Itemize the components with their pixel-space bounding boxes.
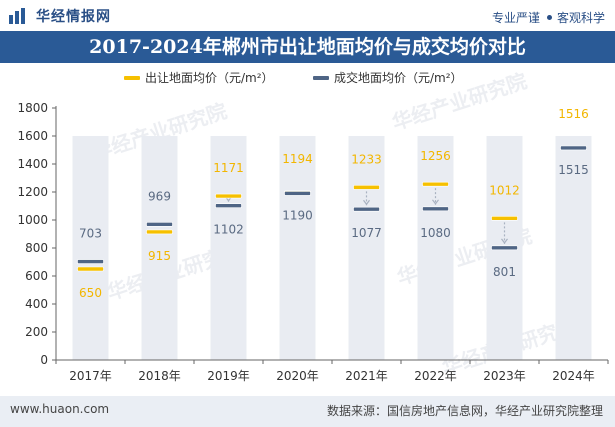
y-tick-label: 0: [40, 353, 48, 367]
marker-series-1[interactable]: [422, 181, 449, 187]
data-label-series-1: 1171: [213, 161, 244, 175]
column-bg: [348, 136, 385, 360]
x-tick-label: 2020年: [276, 369, 319, 383]
data-label-series-1: 1012: [489, 183, 520, 197]
y-tick-label: 1000: [17, 213, 48, 227]
legend-swatch-series-1: [124, 75, 140, 80]
watermark-1: 华经产业研究院: [389, 69, 530, 135]
y-tick-label: 1400: [17, 157, 48, 171]
legend-item-series-2[interactable]: 成交地面均价（元/m²）: [313, 69, 463, 86]
legend-item-series-1[interactable]: 出让地面均价（元/m²）: [124, 69, 274, 86]
footer-source: 数据来源：国信房地产信息网，华经产业研究院整理: [326, 404, 603, 418]
bar-chart-logo-icon: [9, 8, 25, 24]
y-tick-label: 800: [25, 241, 48, 255]
legend-label-series-2: 成交地面均价（元/m²）: [334, 71, 463, 85]
slogan: 专业严谨 客观科学: [492, 9, 605, 26]
y-tick-label: 600: [25, 269, 48, 283]
marker-series-2[interactable]: [215, 203, 242, 209]
column-bg: [210, 136, 247, 360]
marker-series-2[interactable]: [77, 259, 104, 264]
column-bg: [72, 136, 109, 360]
marker-series-1[interactable]: [491, 216, 518, 221]
footer: www.huaon.com 数据来源：国信房地产信息网，华经产业研究院整理: [0, 396, 615, 427]
data-label-series-2: 1077: [351, 226, 382, 240]
top-banner: 华经情报网 专业严谨 客观科学: [0, 0, 615, 31]
y-tick-label: 1600: [17, 129, 48, 143]
legend-label-series-1: 出让地面均价（元/m²）: [145, 71, 274, 85]
legend-swatch-series-2: [313, 75, 329, 80]
data-label-series-1: 1256: [420, 149, 451, 163]
x-tick-label: 2022年: [414, 369, 457, 383]
marker-series-2[interactable]: [560, 145, 587, 151]
brand[interactable]: 华经情报网: [8, 6, 111, 26]
data-label-series-1: 650: [79, 286, 102, 300]
marker-series-2[interactable]: [422, 206, 449, 212]
marker-series-2[interactable]: [146, 222, 173, 227]
x-tick-label: 2019年: [207, 369, 250, 383]
data-label-series-2: 1080: [420, 226, 451, 240]
marker-series-2[interactable]: [284, 191, 311, 196]
y-tick-label: 200: [25, 325, 48, 339]
marker-series-1[interactable]: [215, 193, 242, 199]
footer-site[interactable]: www.huaon.com: [10, 402, 110, 416]
marker-series-1[interactable]: [146, 229, 173, 235]
data-label-series-2: 703: [79, 227, 102, 241]
data-label-series-1: 1194: [282, 152, 313, 166]
title-bar: 2017-2024年郴州市出让地面均价与成交均价对比: [0, 31, 615, 63]
legend: 出让地面均价（元/m²） 成交地面均价（元/m²）: [0, 69, 615, 89]
y-tick-label: 1800: [17, 101, 48, 115]
column-bg: [279, 136, 316, 360]
y-tick-label: 400: [25, 297, 48, 311]
data-label-series-2: 1102: [213, 223, 244, 237]
x-tick-label: 2018年: [138, 369, 181, 383]
data-label-series-2: 1190: [282, 208, 313, 222]
marker-series-2[interactable]: [491, 245, 518, 251]
data-label-series-2: 1515: [558, 163, 589, 177]
marker-series-1[interactable]: [353, 185, 380, 190]
x-tick-label: 2023年: [483, 369, 526, 383]
slogan-right: 客观科学: [556, 11, 605, 25]
data-label-series-1: 915: [148, 249, 171, 263]
x-tick-label: 2021年: [345, 369, 388, 383]
data-label-series-1: 1516: [558, 107, 589, 121]
x-tick-label: 2017年: [69, 369, 112, 383]
slogan-left: 专业严谨: [491, 11, 540, 25]
marker-series-1[interactable]: [77, 266, 104, 272]
bullet-dot-icon: [546, 15, 552, 20]
data-label-series-1: 1233: [351, 152, 382, 166]
chart-title: 2017-2024年郴州市出让地面均价与成交均价对比: [89, 36, 526, 58]
y-tick-label: 1200: [17, 185, 48, 199]
connector-arrow-icon: [363, 199, 370, 206]
column-bg: [141, 136, 178, 360]
data-label-series-2: 801: [493, 265, 516, 279]
connector-arrow-icon: [501, 238, 508, 244]
column-bg: [417, 136, 454, 360]
marker-series-2[interactable]: [353, 206, 380, 212]
column-bg: [555, 136, 592, 360]
connector-arrow-icon: [432, 199, 439, 205]
x-tick-label: 2024年: [552, 369, 595, 383]
data-label-series-2: 969: [148, 189, 171, 203]
brand-name: 华经情报网: [36, 9, 111, 25]
